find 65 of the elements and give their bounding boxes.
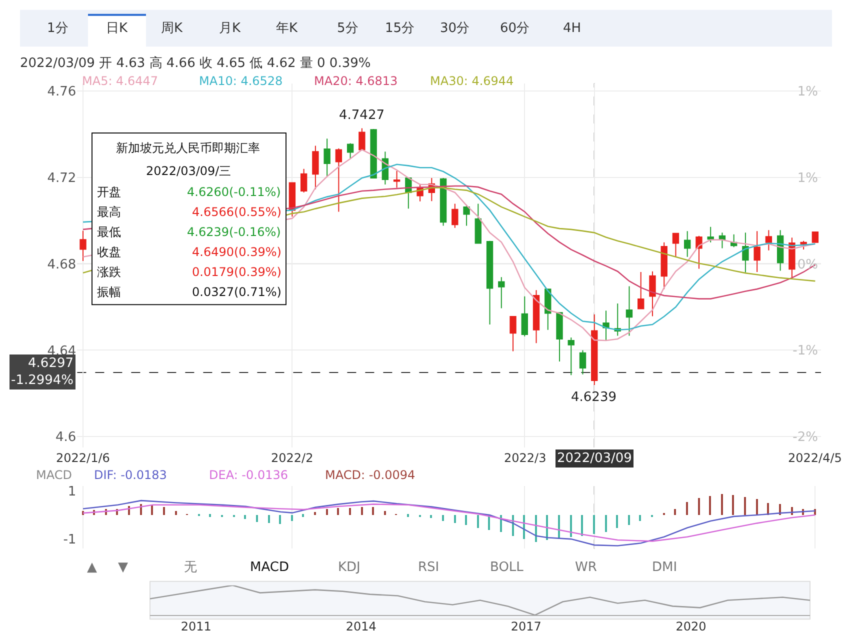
annotation: 最低 [97,225,121,239]
text: DMI [652,560,678,575]
text: 年K [276,21,298,36]
annotation: 最高 [97,205,121,219]
text: RSI [418,560,440,575]
x-tick-label: 2022/03/09 [557,451,632,466]
annotation: 4.6566(0.55%) [192,205,282,219]
x-tick-label: 2017 [510,620,542,634]
text: MA10: 4.6528 [199,74,283,88]
annotation: 2022/03/09/三 [146,164,232,178]
ref-line-label: 4.6297 -1.2994% [11,356,74,388]
y2-tick-label: 0% [797,257,818,272]
annotation: 振幅 [97,285,121,299]
y-tick-label: 4.72 [47,170,76,186]
y-tick-label: 4.6 [56,430,76,446]
text: 月K [219,21,241,36]
text: 日K [106,21,128,36]
y2-tick-label: 1% [797,170,818,186]
text: MA5: 4.6447 [82,74,158,88]
annotation: 开盘 [97,185,121,199]
text: MACD: -0.0094 [325,468,416,482]
x-tick-label: 2011 [180,620,212,634]
text: MACD [250,560,289,575]
x-tick-label: 2022/3 [504,451,546,465]
text: 1分 [47,21,68,36]
text: MA20: 4.6813 [314,74,398,88]
y-tick-label: 1 [68,484,76,500]
series-label: DEA: -0.0136 [209,468,288,482]
text: ▲ [87,560,97,575]
text: 周K [161,21,183,36]
annotation: 4.6239(-0.16%) [187,225,281,239]
text: 4H [563,21,582,36]
text: 2022/03/09 开 4.63 高 4.66 收 4.65 低 4.62 量 0 0.39% [20,55,371,71]
annotation: 4.7427 [339,108,384,123]
annotation: 新加坡元兑人民币即期汇率 [116,141,260,155]
text: 60分 [500,21,530,36]
x-tick-label: 2014 [346,620,376,634]
text: 无 [184,560,197,575]
text: KDJ [338,560,360,575]
text: BOLL [490,560,524,575]
annotation: 0.0327(0.71%) [192,285,282,299]
annotation: 0.0179(0.39%) [192,265,282,279]
y2-tick-label: -2% [792,430,818,446]
text: MACD [36,468,72,482]
x-tick-label: 2022/4/5 [788,451,842,465]
text: 30分 [440,21,470,36]
annotation: 收盘 [97,245,121,259]
series-label: DIF: -0.0183 [94,468,167,482]
x-tick-label: 2022/1/6 [56,451,110,465]
annotation: 4.6260(-0.11%) [187,185,281,199]
y-tick-label: 4.76 [47,84,76,100]
y2-tick-label: -1% [792,344,818,359]
text: WR [575,560,597,575]
text: 15分 [385,21,415,36]
y2-tick-label: 1% [797,84,818,100]
x-tick-label: 2022/2 [271,451,314,465]
text: ▼ [118,560,128,575]
text: MA30: 4.6944 [430,74,514,88]
y-tick-label: 4.68 [47,257,76,272]
text: 5分 [337,21,358,36]
annotation: 4.6490(0.39%) [192,245,282,259]
annotation: 涨跌 [97,265,121,279]
y-tick-label: -1 [63,532,76,548]
annotation: 4.6239 [571,390,616,405]
x-tick-label: 2020 [676,620,706,634]
